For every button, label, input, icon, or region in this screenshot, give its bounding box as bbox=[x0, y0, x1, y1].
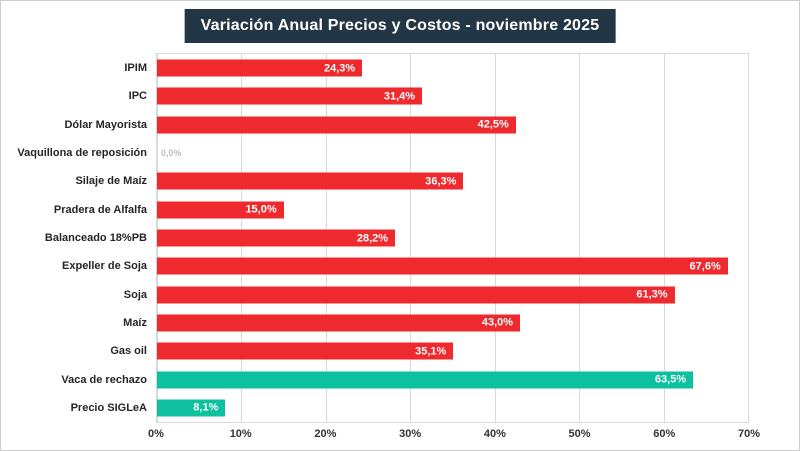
bar: 24,3% bbox=[157, 59, 363, 77]
x-tick-label: 10% bbox=[229, 428, 252, 440]
category-label: Pradera de Alfalfa bbox=[53, 203, 147, 216]
bar: 61,3% bbox=[157, 286, 675, 304]
x-tick-label: 70% bbox=[737, 428, 761, 440]
bar-rows: IPIM 24,3% IPC 31,4% Dólar Mayorista 42,5% Vaq… bbox=[17, 54, 748, 422]
value-label: 61,3% bbox=[636, 288, 668, 301]
bar-row: Vaquillona de reposición 0,0% bbox=[17, 139, 748, 167]
bar: 43,0% bbox=[157, 314, 521, 332]
bar-row: Vaca de rechazo 63,5% bbox=[61, 365, 748, 393]
category-label: Dólar Mayorista bbox=[64, 118, 147, 131]
bar: 28,2% bbox=[157, 229, 396, 247]
x-tick-label: 30% bbox=[399, 428, 422, 440]
value-label: 28,2% bbox=[356, 232, 389, 245]
category-label: Gas oil bbox=[110, 345, 147, 358]
category-label: Expeller de Soja bbox=[62, 260, 147, 273]
bar-row: Dólar Mayorista 42,5% bbox=[64, 111, 748, 139]
bar: 35,1% bbox=[157, 342, 454, 360]
bar: 15,0% bbox=[157, 201, 284, 219]
value-label: 15,0% bbox=[245, 203, 277, 216]
bar: 31,4% bbox=[157, 87, 423, 105]
category-label: Precio SIGLeA bbox=[70, 401, 147, 414]
bar: 67,6% bbox=[157, 257, 728, 275]
x-tick-label: 40% bbox=[483, 428, 506, 440]
gridline bbox=[410, 54, 412, 422]
bar-row: Maíz 43,0% bbox=[123, 309, 748, 337]
x-tick-label: 0% bbox=[148, 428, 164, 440]
category-label: Balanceado 18%PB bbox=[44, 232, 147, 245]
category-label: Silaje de Maíz bbox=[75, 175, 147, 188]
value-label: 24,3% bbox=[323, 62, 356, 75]
x-axis: 0% 10% 20% 30% 40% 50% 60% 70% bbox=[148, 428, 760, 444]
value-label: 43,0% bbox=[481, 316, 514, 329]
bar: 42,5% bbox=[157, 116, 516, 134]
bar-row: Pradera de Alfalfa 15,0% bbox=[54, 196, 748, 224]
bar-row: Balanceado 18%PB 28,2% bbox=[45, 224, 748, 252]
bar-row: Gas oil 35,1% bbox=[110, 337, 748, 365]
bar-row: IPIM 24,3% bbox=[124, 54, 748, 82]
value-label: 42,5% bbox=[477, 118, 509, 131]
value-label: 67,6% bbox=[689, 260, 721, 273]
value-label: 8,1% bbox=[193, 401, 219, 414]
plot-area: IPIM 24,3% IPC 31,4% Dólar Mayorista 42,5% Vaq… bbox=[17, 53, 749, 423]
category-label: IPIM bbox=[124, 62, 147, 75]
category-label: Vaca de rechazo bbox=[61, 373, 147, 386]
value-label-zero: 0,0% bbox=[161, 148, 182, 159]
value-label: 36,3% bbox=[425, 175, 457, 188]
category-label: Soja bbox=[123, 288, 147, 301]
value-label: 31,4% bbox=[383, 90, 416, 103]
category-label: IPC bbox=[128, 90, 147, 103]
bar-row: Silaje de Maíz 36,3% bbox=[75, 167, 748, 195]
gridline bbox=[663, 54, 665, 422]
bar-row: Precio SIGLeA 8,1% bbox=[71, 394, 748, 422]
x-tick-label: 20% bbox=[314, 428, 337, 440]
x-tick-label: 50% bbox=[568, 428, 591, 440]
category-label: Vaquillona de reposición bbox=[17, 147, 147, 160]
gridline bbox=[494, 54, 496, 422]
value-label: 35,1% bbox=[415, 345, 447, 358]
gridline bbox=[579, 54, 581, 422]
bar-row: Soja 61,3% bbox=[124, 281, 748, 309]
bar: 63,5% bbox=[157, 371, 694, 389]
gridline bbox=[748, 54, 749, 422]
value-label: 63,5% bbox=[654, 373, 687, 386]
bar-row: IPC 31,4% bbox=[129, 82, 748, 110]
bar: 36,3% bbox=[157, 172, 464, 190]
category-label: Maíz bbox=[123, 316, 147, 329]
x-tick-label: 60% bbox=[653, 428, 676, 440]
chart-title: Variación Anual Precios y Costos - novie… bbox=[184, 9, 616, 43]
bar: 8,1% bbox=[157, 399, 226, 417]
bar-row: Expeller de Soja 67,6% bbox=[62, 252, 748, 280]
